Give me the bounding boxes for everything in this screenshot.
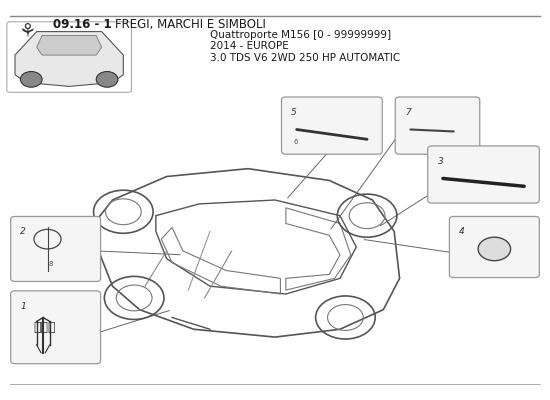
Polygon shape: [37, 36, 102, 55]
FancyBboxPatch shape: [449, 216, 540, 278]
Text: 3: 3: [437, 157, 443, 166]
Text: 3.0 TDS V6 2WD 250 HP AUTOMATIC: 3.0 TDS V6 2WD 250 HP AUTOMATIC: [210, 53, 400, 63]
Text: 1: 1: [20, 302, 26, 311]
Circle shape: [96, 72, 118, 87]
Text: 6: 6: [294, 139, 299, 145]
Text: 5: 5: [292, 108, 297, 117]
Text: Quattroporte M156 [0 - 99999999]: Quattroporte M156 [0 - 99999999]: [210, 30, 391, 40]
Circle shape: [20, 72, 42, 87]
Text: 7: 7: [405, 108, 411, 117]
FancyBboxPatch shape: [10, 216, 101, 282]
Text: FREGI, MARCHI E SIMBOLI: FREGI, MARCHI E SIMBOLI: [115, 18, 266, 31]
Polygon shape: [15, 32, 123, 86]
Circle shape: [478, 237, 510, 261]
FancyBboxPatch shape: [395, 97, 480, 154]
Text: 8: 8: [48, 260, 53, 266]
FancyBboxPatch shape: [428, 146, 540, 203]
Text: 2: 2: [20, 228, 26, 236]
FancyBboxPatch shape: [282, 97, 382, 154]
FancyBboxPatch shape: [7, 22, 131, 92]
Text: ⦗ᚲ⦘: ⦗ᚲ⦘: [34, 321, 56, 334]
Text: 2014 - EUROPE: 2014 - EUROPE: [210, 41, 289, 51]
Text: 09.16 - 1: 09.16 - 1: [53, 18, 112, 31]
Text: ⚘: ⚘: [18, 22, 35, 41]
Text: 4: 4: [459, 228, 465, 236]
FancyBboxPatch shape: [10, 291, 101, 364]
